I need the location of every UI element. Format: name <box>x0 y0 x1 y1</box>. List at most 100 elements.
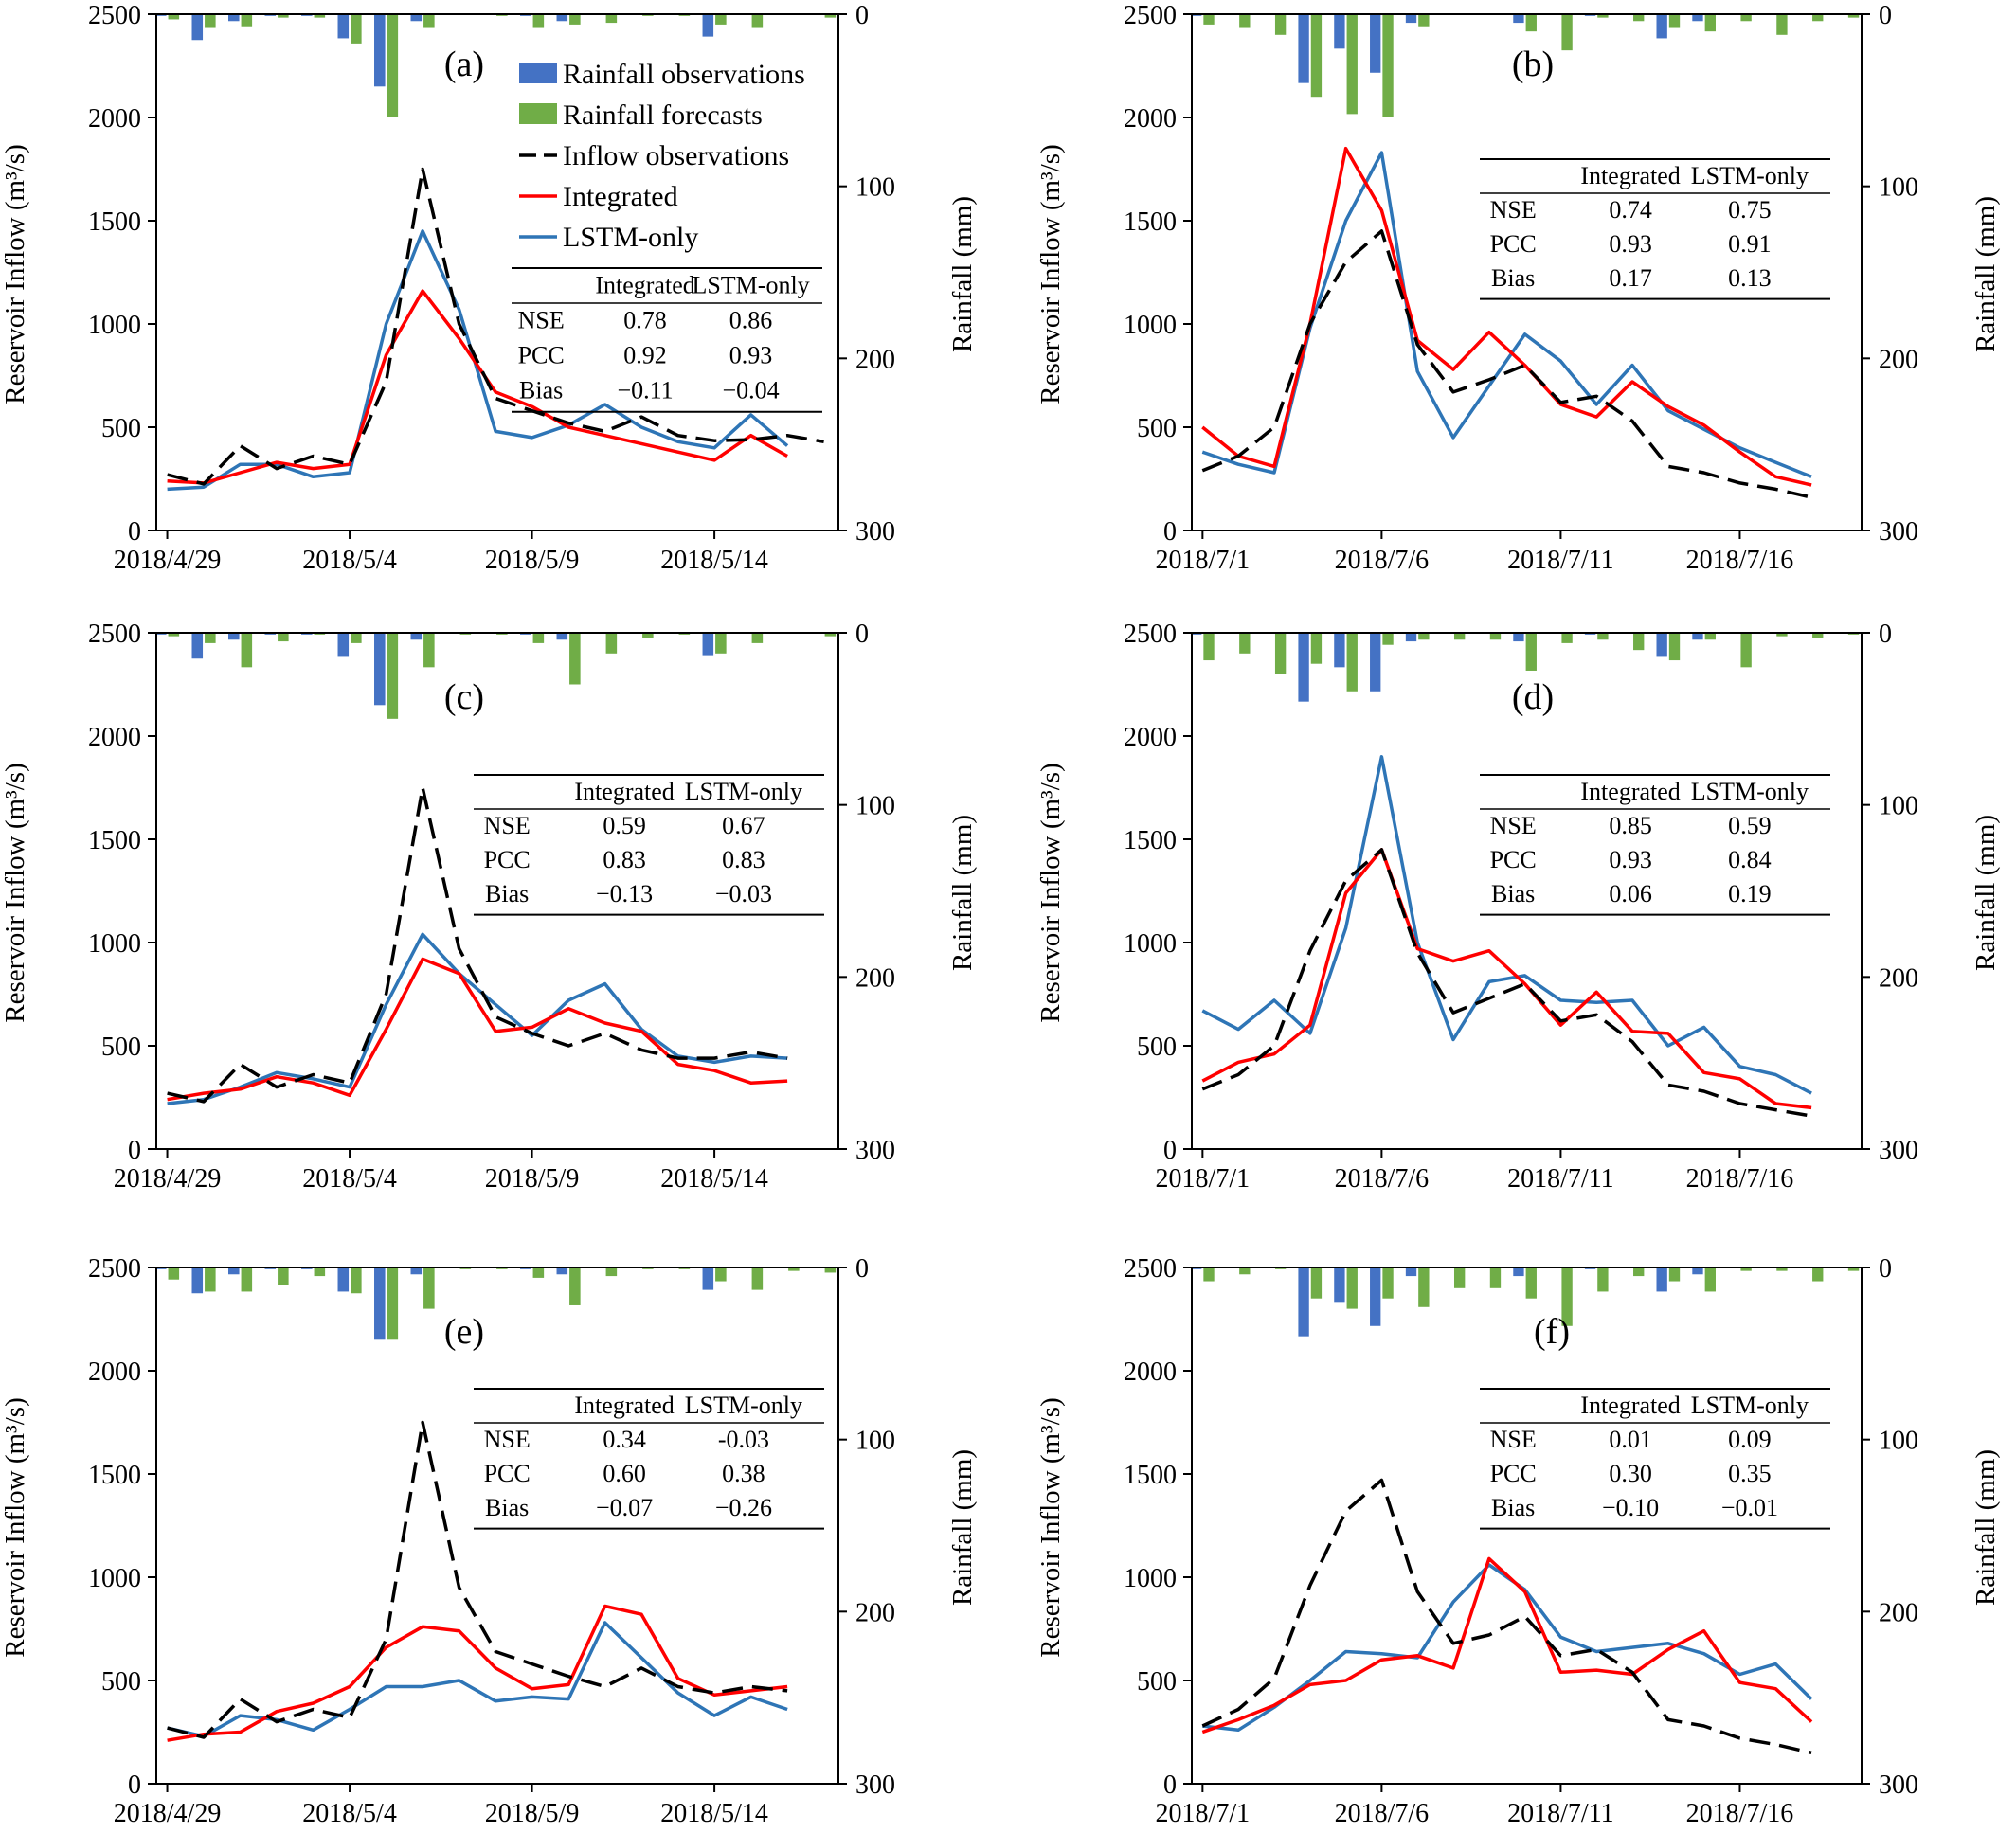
table-metric-label: PCC <box>1490 230 1537 258</box>
rain-obs-bar <box>1370 14 1381 73</box>
rain-obs-bar <box>556 1267 568 1275</box>
rain-obs-bar <box>1334 14 1345 49</box>
right-tick-label: 0 <box>1879 1254 1892 1284</box>
table-header-integrated: Integrated <box>595 272 694 299</box>
x-tick-label: 2018/7/1 <box>1156 1799 1251 1828</box>
rain-fc-bar <box>1561 14 1573 51</box>
rain-fc-bar <box>1310 14 1323 98</box>
table-value-lstm: −0.03 <box>715 880 772 908</box>
left-tick-label: 2000 <box>88 104 141 134</box>
rain-fc-bar <box>605 14 618 24</box>
right-tick-label: 100 <box>1879 792 1918 821</box>
x-tick-label: 2018/4/29 <box>114 546 222 575</box>
lstm-line <box>167 932 788 1105</box>
right-tick-label: 0 <box>1879 1 1892 30</box>
left-tick-label: 500 <box>101 414 141 443</box>
right-tick-label: 200 <box>1879 963 1918 993</box>
table-metric-label: Bias <box>485 880 529 908</box>
table-value-integrated: 0.78 <box>623 307 667 334</box>
rain-fc-bar <box>241 1267 253 1292</box>
left-tick-label: 2000 <box>88 723 141 752</box>
left-tick-label: 2500 <box>88 1254 141 1284</box>
table-value-lstm: 0.91 <box>1728 230 1772 258</box>
table-metric-label: PCC <box>1490 1460 1537 1487</box>
table-value-integrated: 0.93 <box>1609 230 1652 258</box>
x-tick-label: 2018/5/4 <box>302 546 397 575</box>
rain-fc-bar <box>1847 14 1860 18</box>
right-tick-label: 200 <box>855 1598 895 1627</box>
rain-fc-bar <box>1418 633 1430 640</box>
rain-obs-bar <box>1656 1267 1667 1292</box>
left-tick-label: 0 <box>1163 1136 1177 1165</box>
legend-swatch-rain-obs <box>519 63 557 83</box>
rain-obs-bar <box>410 633 423 640</box>
table-metric-label: Bias <box>1491 1494 1535 1521</box>
right-ylabel: Rainfall (mm) <box>1971 196 2001 352</box>
table-value-lstm: 0.19 <box>1728 880 1772 908</box>
table-value-lstm: 0.59 <box>1728 812 1772 839</box>
rain-fc-bar <box>715 14 727 25</box>
table-value-integrated: 0.17 <box>1609 264 1652 292</box>
x-tick-label: 2018/5/14 <box>660 1164 768 1194</box>
rain-fc-bar <box>1776 1267 1788 1271</box>
right-tick-label: 200 <box>1879 345 1918 374</box>
rain-obs-bar <box>702 633 714 656</box>
table-value-integrated: −0.11 <box>617 377 673 404</box>
rain-obs-bar <box>410 1267 423 1275</box>
right-tick-label: 100 <box>855 173 895 203</box>
rain-fc-bar <box>1489 633 1502 640</box>
legend-label-integrated: Integrated <box>563 181 678 212</box>
x-tick-label: 2018/7/6 <box>1335 1164 1430 1194</box>
left-tick-label: 2500 <box>88 620 141 649</box>
right-ylabel: Rainfall (mm) <box>947 1449 978 1606</box>
inflow-obs-line <box>1201 1478 1812 1755</box>
x-tick-label: 2018/7/11 <box>1507 546 1614 575</box>
table-header-lstm: LSTM-only <box>1691 1392 1809 1419</box>
table-header-integrated: Integrated <box>1580 1392 1680 1419</box>
rain-fc-bar <box>1382 14 1394 117</box>
left-tick-label: 1000 <box>1124 929 1177 959</box>
left-tick-label: 2500 <box>88 1 141 30</box>
metrics-table: Integrated LSTM-only NSE 0.59 0.67 PCC 0.83 0.8… <box>474 774 824 916</box>
table-value-integrated: 0.30 <box>1609 1460 1652 1487</box>
x-tick-label: 2018/5/9 <box>485 1799 580 1828</box>
right-tick-label: 300 <box>1879 1136 1918 1165</box>
rain-obs-bar <box>1298 633 1309 702</box>
rain-fc-bar <box>1274 633 1287 674</box>
rain-obs-bar <box>1298 14 1309 83</box>
table-value-integrated: 0.74 <box>1609 196 1652 224</box>
rain-fc-bar <box>351 1267 362 1294</box>
table-value-lstm: −0.01 <box>1721 1494 1778 1521</box>
panel-d: 0 500 1000 1500 2000 2500 0 100 200 300 2018/7/1 20… <box>1035 620 2001 1194</box>
left-tick-label: 2500 <box>1124 1254 1177 1284</box>
table-value-integrated: −0.07 <box>596 1494 653 1521</box>
integrated-line <box>167 1604 788 1742</box>
rain-fc-bar <box>1668 14 1681 28</box>
table-metric-label: NSE <box>518 307 565 334</box>
left-tick-label: 2500 <box>1124 620 1177 649</box>
rain-fc-bar <box>1525 1267 1537 1299</box>
rain-fc-bar <box>1203 633 1215 661</box>
rain-fc-bar <box>1633 633 1645 651</box>
integrated-line <box>1201 848 1812 1110</box>
rain-obs-bar <box>1298 1267 1309 1337</box>
table-value-integrated: −0.10 <box>1602 1494 1659 1521</box>
rain-fc-bar <box>351 633 362 643</box>
rain-obs-bar <box>1692 1267 1703 1275</box>
left-tick-label: 1000 <box>1124 1564 1177 1593</box>
left-tick-label: 1500 <box>1124 826 1177 855</box>
table-value-lstm: -0.03 <box>718 1426 769 1453</box>
rain-fc-bar <box>715 1267 727 1282</box>
rain-fc-bar <box>751 633 764 643</box>
rain-fc-bar <box>1310 633 1323 664</box>
rain-obs-bar <box>1692 14 1703 22</box>
rain-fc-bar <box>1453 633 1466 640</box>
rain-fc-bar <box>1346 1267 1358 1309</box>
legend-label-rain-obs: Rainfall observations <box>563 59 805 90</box>
integrated-line <box>1201 1556 1813 1734</box>
rain-fc-bar <box>205 1267 216 1292</box>
rain-fc-bar <box>1418 14 1430 27</box>
rain-obs-bar <box>1656 633 1667 657</box>
